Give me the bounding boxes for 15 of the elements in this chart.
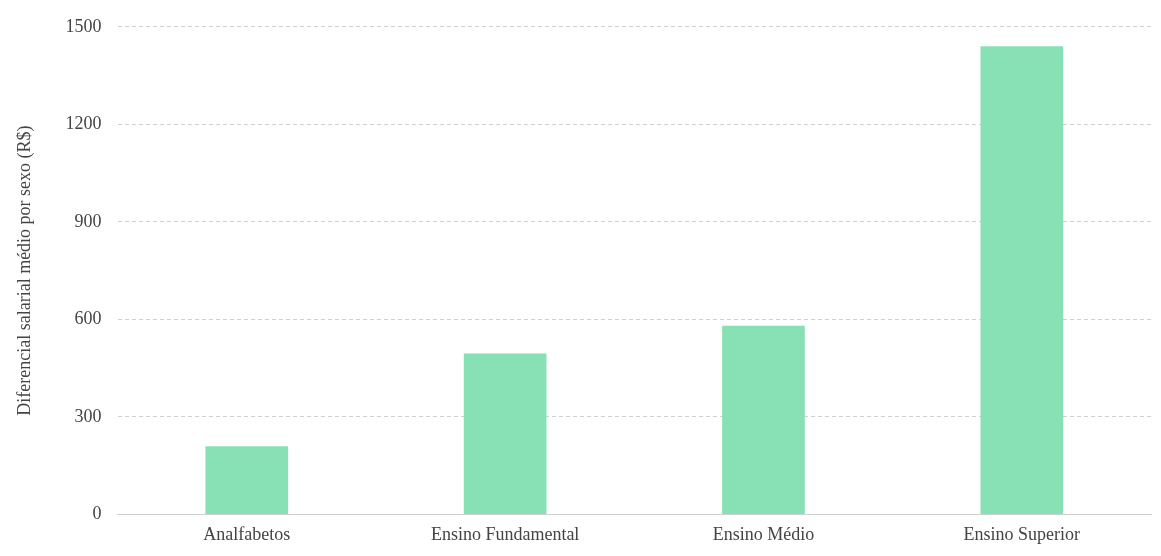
y-tick-label: 1500 <box>65 15 102 36</box>
x-tick-label: Analfabetos <box>203 523 291 544</box>
y-tick-label: 900 <box>74 210 102 231</box>
x-tick-label: Ensino Fundamental <box>430 523 580 544</box>
bar <box>463 353 547 514</box>
bar <box>205 446 289 514</box>
y-tick-label: 600 <box>74 308 102 329</box>
y-tick-label: 0 <box>92 503 102 524</box>
y-axis-title: Diferencial salarial médio por sexo (R$) <box>13 125 35 416</box>
bar <box>980 46 1064 514</box>
y-tick-label: 1200 <box>65 113 102 134</box>
y-tick-label: 300 <box>74 405 102 426</box>
x-tick-label: Ensino Superior <box>963 523 1081 544</box>
x-tick-label: Ensino Médio <box>712 523 815 544</box>
bar <box>722 325 805 514</box>
